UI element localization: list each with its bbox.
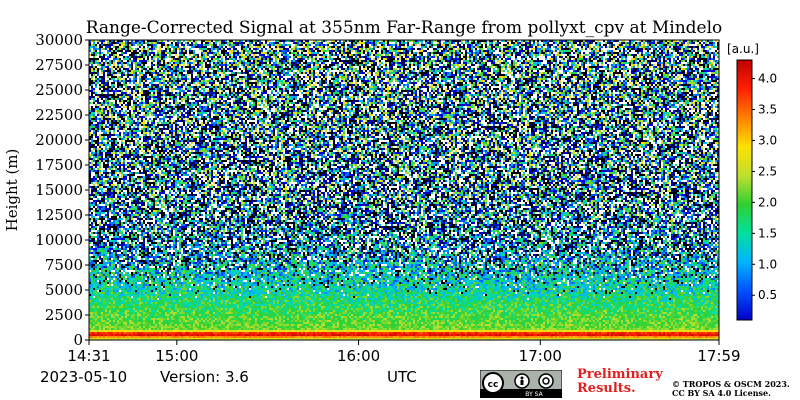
colorbar-gradient	[736, 59, 753, 321]
y-axis-label: Height (m)	[3, 149, 21, 232]
y-tick-label: 15000	[35, 181, 83, 199]
colorbar-tick-label: 3.0	[758, 133, 777, 147]
x-tick-label: 17:00	[519, 347, 562, 365]
colorbar-tick-label: 4.0	[758, 72, 777, 86]
x-tick-label: 16:00	[337, 347, 380, 365]
version-label: Version: 3.6	[160, 368, 249, 386]
badge-text: BY SA	[525, 391, 543, 398]
chart-title: Range-Corrected Signal at 355nm Far-Rang…	[86, 18, 723, 38]
preliminary-line-2: Results.	[577, 381, 636, 396]
timezone-label: UTC	[387, 368, 417, 386]
heatmap-image	[89, 40, 719, 340]
credit-line-2: CC BY SA 4.0 License.	[672, 388, 771, 398]
colorbar-tick-label: 0.5	[758, 288, 777, 302]
y-axis: 0 2500 5000 7500 10000 12500 15000 17500 20000 22…	[35, 31, 89, 349]
credit-line-1: © TROPOS & OSCM 2023.	[672, 379, 790, 389]
colorbar-tick-label: 1.0	[758, 257, 777, 271]
copyright-credit: © TROPOS & OSCM 2023. CC BY SA 4.0 Licen…	[672, 380, 790, 398]
colorbar-label: [a.u.]	[727, 42, 759, 56]
y-tick-label: 25000	[35, 81, 83, 99]
preliminary-notice: Preliminary Results.	[577, 368, 663, 396]
colorbar-tick-label: 3.5	[758, 103, 777, 117]
y-tick-label: 0	[73, 331, 83, 349]
y-tick-label: 7500	[45, 256, 83, 274]
x-tick-label: 14:31	[67, 347, 110, 365]
colorbar-tick-label: 2.0	[758, 195, 777, 209]
preliminary-line-1: Preliminary	[577, 367, 663, 382]
cc-license-badge: cc BY SA	[480, 370, 562, 398]
heatmap	[89, 40, 719, 340]
y-tick-label: 27500	[35, 56, 83, 74]
x-tick-label: 17:59	[697, 347, 740, 365]
cc-icon	[482, 372, 504, 394]
y-tick-label: 22500	[35, 106, 83, 124]
y-tick-label: 2500	[45, 306, 83, 324]
colorbar: 0.5 1.0 1.5 2.0 2.5 3.0 3.5 4.0	[736, 59, 777, 321]
y-tick-label: 12500	[35, 206, 83, 224]
y-tick-label: 10000	[35, 231, 83, 249]
date-label: 2023-05-10	[40, 368, 128, 386]
y-tick-label: 5000	[45, 281, 83, 299]
x-tick-label: 15:00	[155, 347, 198, 365]
y-tick-label: 30000	[35, 31, 83, 49]
y-tick-label: 17500	[35, 156, 83, 174]
x-axis: 14:31 15:00 16:00 17:00 17:59	[67, 340, 741, 365]
colorbar-tick-label: 2.5	[758, 164, 777, 178]
colorbar-tick-label: 1.5	[758, 226, 777, 240]
share-alike-icon	[538, 373, 554, 389]
y-tick-label: 20000	[35, 131, 83, 149]
svg-text:cc: cc	[488, 380, 499, 390]
